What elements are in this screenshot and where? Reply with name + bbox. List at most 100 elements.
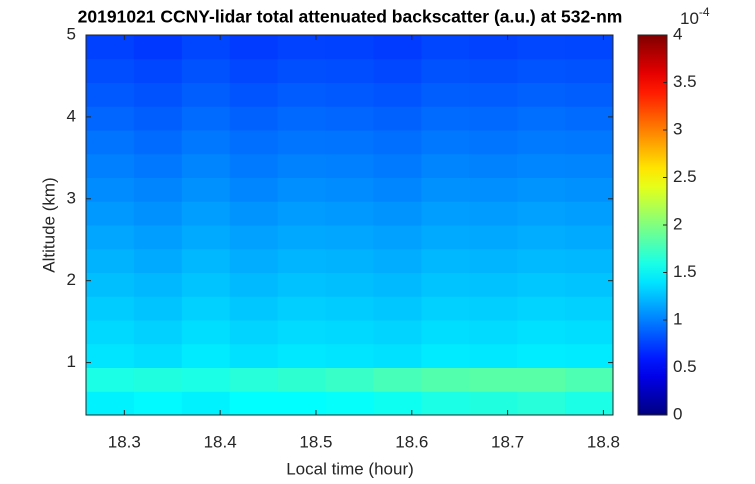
heatmap-cell [373, 225, 422, 250]
heatmap-cell [565, 153, 614, 178]
heatmap-cell [469, 225, 518, 250]
heatmap-cell [181, 225, 231, 250]
x-tick-label: 18.5 [299, 432, 332, 451]
heatmap-cell [229, 225, 279, 250]
heatmap-cell [421, 153, 470, 178]
heatmap-cell [517, 391, 566, 416]
heatmap-cell [469, 248, 518, 273]
heatmap-cell [469, 367, 518, 392]
colorbar [637, 34, 668, 416]
heatmap-cell [373, 391, 422, 416]
heatmap-cell [181, 201, 231, 226]
x-tick-label: 18.7 [491, 432, 524, 451]
heatmap-cell [517, 320, 566, 345]
plot-frame [85, 34, 614, 416]
heatmap-cell [469, 391, 518, 416]
heatmap-cell [133, 320, 183, 345]
colorbar-tick-label: 0.5 [673, 357, 697, 376]
colorbar-tick-label: 3.5 [673, 72, 697, 91]
heatmap-cell [229, 35, 279, 60]
heatmap-cell [565, 106, 614, 131]
heatmap-cell [229, 58, 279, 83]
colorbar-tick-label: 1 [673, 309, 682, 328]
heatmap-cell [421, 58, 470, 83]
heatmap-cell [229, 130, 279, 155]
heatmap-cell [133, 296, 183, 321]
heatmap-cell [277, 320, 327, 345]
heatmap-cell [86, 153, 135, 178]
heatmap-cell [229, 153, 279, 178]
heatmap-cell [325, 391, 374, 416]
heatmap-cell [517, 272, 566, 297]
heatmap-cell [133, 391, 183, 416]
heatmap-cell [421, 201, 470, 226]
heatmap-cell [565, 343, 614, 368]
heatmap-cell [277, 272, 327, 297]
heatmap-cell [517, 225, 566, 250]
heatmap-cell [325, 106, 374, 131]
heatmap-cell [373, 35, 422, 60]
heatmap-cell [325, 248, 374, 273]
heatmap-cell [277, 201, 327, 226]
chart-title: 20191021 CCNY-lidar total attenuated bac… [78, 7, 623, 27]
heatmap-cell [277, 296, 327, 321]
heatmap-cell [373, 82, 422, 107]
colorbar-multiplier: 10-4 [680, 5, 710, 28]
x-tick-label: 18.8 [587, 432, 620, 451]
heatmap-cell [277, 58, 327, 83]
heatmap-cell [133, 130, 183, 155]
heatmap-cell [565, 391, 614, 416]
heatmap-cell [421, 82, 470, 107]
heatmap-cell [421, 106, 470, 131]
y-axis-label: Altitude (km) [39, 177, 58, 272]
heatmap-cell [181, 391, 231, 416]
heatmap-cell [565, 82, 614, 107]
heatmap-cell [86, 367, 135, 392]
heatmap-cell [565, 320, 614, 345]
y-tick-label: 2 [67, 270, 76, 289]
heatmap-cell [133, 106, 183, 131]
heatmap-cell [325, 272, 374, 297]
heatmap-cell [277, 367, 327, 392]
heatmap-cell [325, 58, 374, 83]
heatmap-cell [469, 153, 518, 178]
heatmap-cell [469, 58, 518, 83]
heatmap-cell [469, 343, 518, 368]
heatmap-cell [86, 130, 135, 155]
heatmap-cell [373, 201, 422, 226]
heatmap-cell [325, 153, 374, 178]
heatmap-cell [373, 130, 422, 155]
heatmap-cell [181, 35, 231, 60]
heatmap-cell [86, 296, 135, 321]
x-tick-label: 18.6 [395, 432, 428, 451]
heatmap-cell [373, 343, 422, 368]
heatmap-cell [421, 343, 470, 368]
heatmap-cell [86, 177, 135, 202]
heatmap-cell [133, 272, 183, 297]
heatmap-cell [181, 58, 231, 83]
heatmap-cell [325, 35, 374, 60]
heatmap-cell [229, 367, 279, 392]
multiplier-base: 10 [680, 9, 699, 28]
colorbar-tick-label: 2 [673, 214, 682, 233]
heatmap-cell [517, 58, 566, 83]
x-tick-label: 18.4 [204, 432, 237, 451]
heatmap-cell [373, 248, 422, 273]
heatmap-cell [325, 367, 374, 392]
heatmap-cell [133, 225, 183, 250]
heatmap-cell [181, 320, 231, 345]
heatmap-cell [86, 272, 135, 297]
heatmap-cell [277, 153, 327, 178]
heatmap-cell [133, 82, 183, 107]
heatmap-cell [421, 177, 470, 202]
heatmap-cell [469, 201, 518, 226]
x-axis-label: Local time (hour) [286, 459, 414, 478]
heatmap-cell [565, 296, 614, 321]
heatmap-cell [86, 391, 135, 416]
heatmap-cell [517, 343, 566, 368]
heatmap-cell [469, 272, 518, 297]
heatmap-cell [517, 201, 566, 226]
heatmap-cell [421, 391, 470, 416]
heatmap-cell [469, 320, 518, 345]
